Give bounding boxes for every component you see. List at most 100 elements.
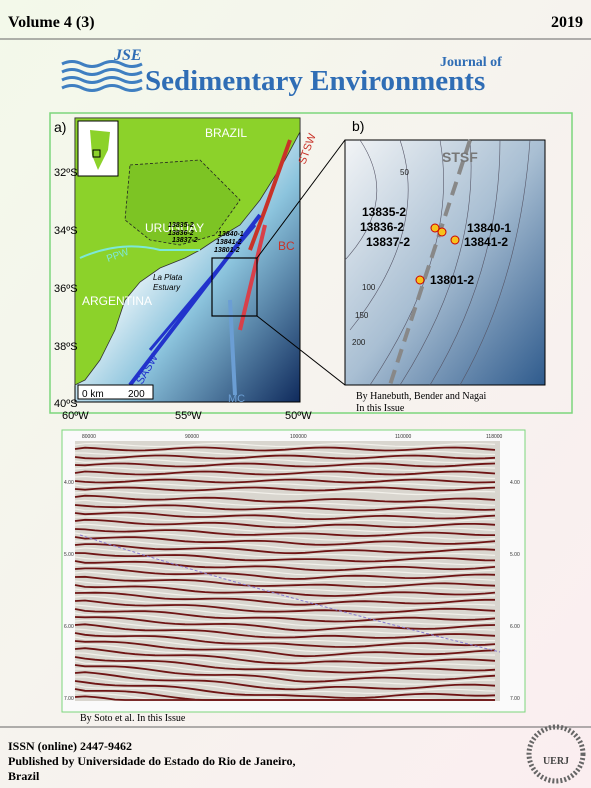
seismic-reflector	[74, 560, 496, 572]
sample-label: 13801-2	[430, 273, 474, 287]
seismic-reflector	[74, 536, 496, 546]
seismic-y-label: 6.00	[64, 624, 74, 630]
seismic-reflector	[74, 599, 496, 614]
seismic-reflector	[74, 499, 496, 507]
seismic-reflector	[74, 668, 496, 687]
front-label: STSF	[442, 149, 478, 165]
seismic-reflector	[74, 652, 496, 669]
seismic-reflector	[74, 567, 496, 580]
seismic-reflector	[74, 580, 496, 593]
panel-label: b)	[352, 118, 364, 134]
seismic-reflector	[74, 643, 496, 661]
current-label: MC	[228, 393, 245, 405]
scale-label: 200	[128, 389, 145, 400]
seismic-reflector	[74, 446, 496, 452]
seismic-reflector	[74, 608, 496, 623]
sample-label: 13837-2	[366, 235, 410, 249]
seismic-reflector	[74, 616, 496, 632]
sample-label: 13836-2	[360, 220, 404, 234]
seismic-reflector	[74, 518, 496, 529]
seismic-section	[74, 441, 501, 701]
seismic-reflector	[74, 482, 496, 488]
seismic-x-label: 118000	[486, 434, 503, 440]
contour-label: 100	[362, 283, 376, 292]
longitude-label: 50ºW	[285, 410, 312, 422]
seismic-reflector	[74, 660, 496, 678]
seismic-reflector	[74, 478, 496, 484]
current-label: BC	[278, 239, 295, 253]
seal	[526, 724, 586, 784]
contour-label: 150	[355, 311, 369, 320]
seismic-x-label: 90000	[185, 434, 199, 440]
seismic-y-label: 7.00	[64, 696, 74, 702]
seismic-reflector	[74, 640, 496, 658]
sample-label: 13841-2	[464, 235, 508, 249]
seismic-x-label: 80000	[82, 434, 96, 440]
seismic-reflector	[74, 470, 496, 476]
latitude-label: 34ºS	[54, 225, 78, 237]
seismic-reflector	[74, 552, 496, 563]
estuary-label: Estuary	[153, 283, 181, 292]
seismic-reflector	[74, 466, 496, 472]
seismic-reflector	[74, 486, 496, 492]
seismic-reflector	[74, 504, 496, 512]
figure-frame	[49, 112, 573, 414]
country-label: BRAZIL	[205, 126, 247, 140]
latitude-label: 40ºS	[54, 398, 78, 410]
longitude-label: 55ºW	[175, 410, 202, 422]
panel-label: a)	[54, 119, 66, 135]
journal-name: Sedimentary Environments	[145, 65, 485, 97]
country-label: ARGENTINA	[82, 294, 152, 308]
seismic-y-label: 4.00	[510, 480, 520, 486]
seismic-reflector	[74, 656, 496, 674]
sample-label: 13840-1	[467, 221, 511, 235]
seismic-reflector	[74, 671, 496, 691]
country-label: URUGUAY	[145, 221, 204, 235]
credit: In this Issue	[356, 403, 405, 414]
seismic-reflector	[75, 450, 496, 456]
sample-label: 13837-2	[172, 237, 198, 244]
latitude-label: 38ºS	[54, 341, 78, 353]
seismic-reflector	[74, 680, 496, 699]
seismic-reflector	[74, 508, 496, 516]
seismic-reflector	[74, 588, 496, 602]
seismic-reflector	[74, 515, 496, 525]
credit: By Hanebuth, Bender and Nagai	[356, 391, 486, 402]
journal-of: Journal of	[440, 55, 502, 70]
seismic-y-label: 7.00	[510, 696, 520, 702]
seismic-reflector	[74, 695, 495, 701]
issn: ISSN (online) 2447-9462	[8, 739, 132, 753]
seismic-reflector	[74, 636, 496, 653]
estuary-label: La Plata	[153, 273, 183, 282]
seismic-x-label: 110000	[395, 434, 412, 440]
longitude-label: 60ºW	[62, 410, 89, 422]
scale-label: 0 km	[82, 389, 104, 400]
sample-label: 13841-2	[216, 239, 242, 246]
seismic-reflector	[74, 591, 495, 606]
seismic-y-label: 5.00	[64, 552, 74, 558]
seismic-reflector	[74, 528, 495, 537]
year: 2019	[551, 14, 583, 31]
seismic-reflector	[74, 547, 496, 558]
seismic-reflector	[74, 532, 496, 542]
sample-label: 13835-2	[362, 205, 406, 219]
sample-label: 13835-2	[168, 222, 194, 229]
logo-abbr: JSE	[113, 47, 142, 64]
latitude-label: 36ºS	[54, 283, 78, 295]
map-b	[344, 139, 546, 386]
seismic-reflector	[74, 442, 496, 448]
seismic-reflector	[74, 604, 496, 618]
seismic-reflector	[74, 540, 496, 550]
seismic-reflector	[74, 647, 496, 665]
seismic-reflector	[74, 632, 496, 648]
seismic-reflector	[74, 628, 495, 644]
seismic-reflector	[74, 490, 496, 496]
seismic-reflector	[74, 676, 496, 695]
seismic-y-label: 4.00	[64, 480, 74, 486]
seismic-reflector	[74, 543, 496, 555]
credit: By Soto et al. In this Issue	[80, 713, 186, 724]
seismic-reflector	[74, 511, 496, 521]
seismic-reflector	[74, 623, 496, 639]
